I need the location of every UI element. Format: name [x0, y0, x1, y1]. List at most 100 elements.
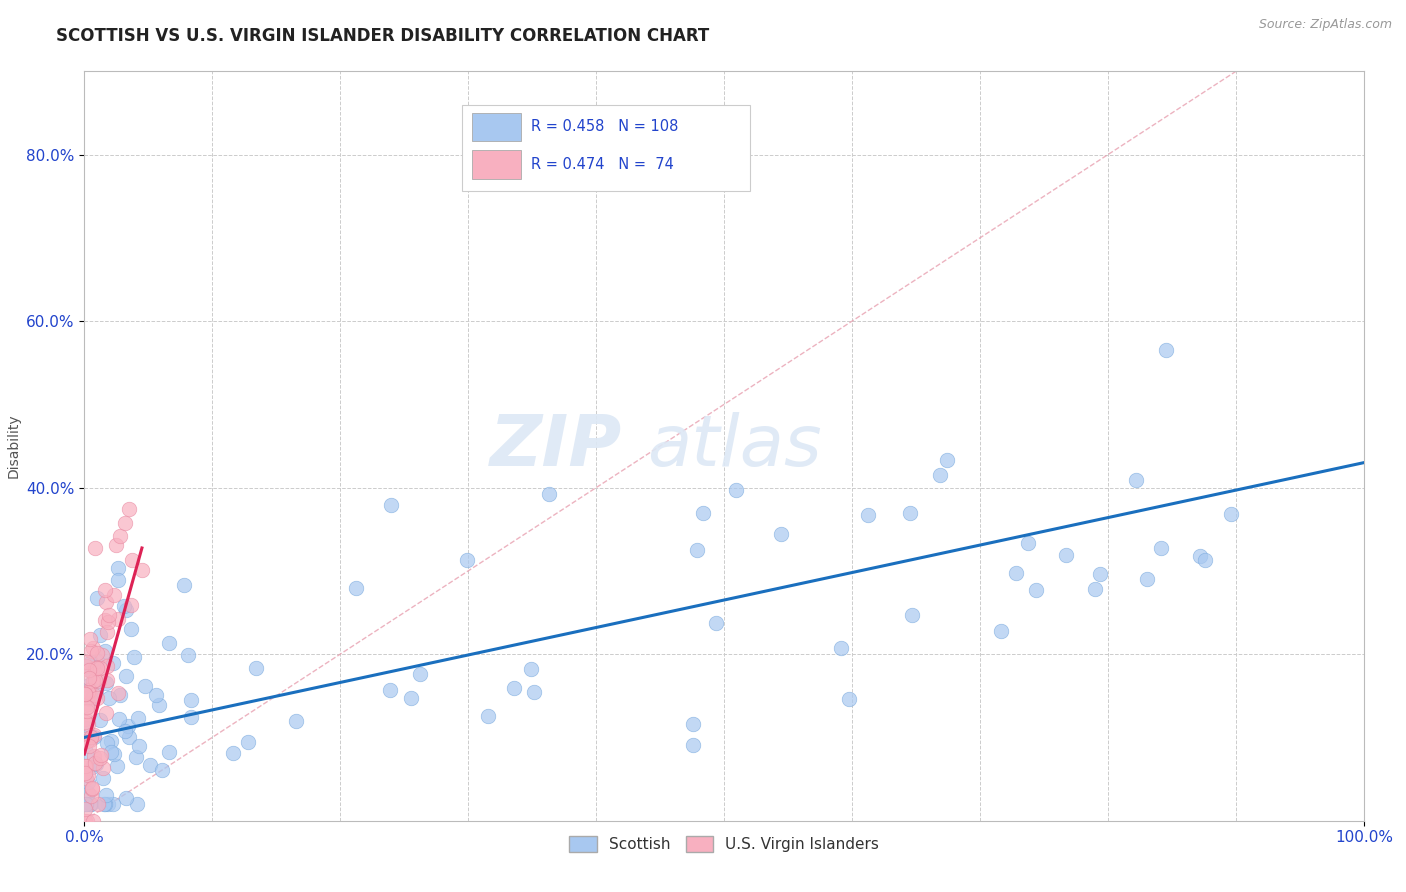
Point — [97, 690, 120, 705]
Point — [86, 654, 108, 668]
Point — [401, 691, 423, 706]
Point — [73, 759, 96, 773]
Point — [73, 687, 96, 701]
Point — [180, 710, 202, 724]
Point — [1004, 566, 1026, 580]
Point — [91, 761, 114, 775]
Point — [75, 797, 97, 811]
Point — [76, 814, 98, 828]
Point — [107, 573, 129, 587]
Point — [538, 486, 561, 500]
Point — [990, 624, 1012, 639]
Point — [83, 661, 105, 675]
Point — [86, 646, 108, 660]
Point — [82, 760, 104, 774]
Point — [115, 669, 138, 683]
Point — [107, 612, 129, 626]
Point — [115, 603, 138, 617]
Point — [75, 797, 97, 811]
Point — [103, 747, 125, 761]
Point — [75, 771, 97, 785]
Point — [73, 814, 96, 828]
Point — [76, 704, 98, 718]
Point — [120, 598, 142, 612]
Point — [77, 671, 100, 685]
Point — [117, 719, 139, 733]
Point — [77, 683, 100, 698]
Point — [89, 628, 111, 642]
Point — [477, 709, 499, 723]
FancyBboxPatch shape — [472, 150, 520, 178]
Point — [87, 673, 110, 688]
Point — [107, 686, 129, 700]
Point — [1054, 548, 1077, 562]
Point — [83, 756, 105, 771]
Point — [1220, 507, 1243, 521]
Point — [80, 780, 103, 795]
Point — [1017, 536, 1039, 550]
Point — [177, 648, 200, 663]
Point — [245, 661, 267, 675]
Point — [112, 599, 135, 614]
Text: R = 0.458   N = 108: R = 0.458 N = 108 — [531, 120, 678, 135]
Point — [79, 733, 101, 747]
Point — [76, 700, 98, 714]
Point — [108, 529, 131, 543]
Point — [378, 683, 401, 698]
Point — [724, 483, 747, 497]
Point — [77, 663, 100, 677]
Text: R = 0.474   N =  74: R = 0.474 N = 74 — [531, 157, 673, 172]
Point — [83, 729, 105, 743]
Point — [73, 687, 96, 701]
Point — [73, 761, 96, 775]
Point — [76, 698, 98, 712]
Point — [79, 797, 101, 811]
Point — [145, 689, 167, 703]
Point — [1150, 541, 1173, 555]
Point — [86, 661, 108, 675]
Point — [79, 692, 101, 706]
Point — [120, 623, 142, 637]
Point — [80, 789, 103, 803]
Point — [97, 615, 120, 629]
Point — [76, 691, 98, 706]
Point — [76, 775, 98, 789]
Point — [89, 660, 111, 674]
Point — [936, 453, 959, 467]
Point — [94, 706, 117, 720]
Point — [86, 797, 108, 812]
Point — [103, 656, 125, 670]
Point — [900, 607, 922, 622]
Point — [686, 542, 709, 557]
Point — [180, 693, 202, 707]
Point — [103, 797, 125, 811]
Point — [84, 684, 107, 698]
Point — [139, 758, 162, 772]
Point — [103, 588, 125, 602]
Point — [221, 746, 243, 760]
Point — [82, 673, 104, 688]
Point — [692, 506, 714, 520]
Point — [94, 675, 117, 690]
Point — [1125, 473, 1147, 487]
Point — [148, 698, 170, 712]
Point — [456, 553, 478, 567]
Point — [117, 730, 139, 744]
Point — [107, 712, 129, 726]
Point — [94, 595, 117, 609]
Point — [127, 711, 149, 725]
Point — [77, 716, 100, 731]
Point — [236, 735, 259, 749]
Text: ZIP: ZIP — [489, 411, 621, 481]
Point — [96, 673, 118, 687]
Point — [79, 688, 101, 702]
Point — [858, 508, 880, 522]
Point — [104, 538, 127, 552]
Point — [75, 745, 97, 759]
Point — [110, 689, 132, 703]
Point — [76, 734, 98, 748]
Point — [1188, 549, 1211, 563]
Point — [80, 731, 103, 745]
Point — [82, 814, 104, 828]
Point — [285, 714, 308, 729]
